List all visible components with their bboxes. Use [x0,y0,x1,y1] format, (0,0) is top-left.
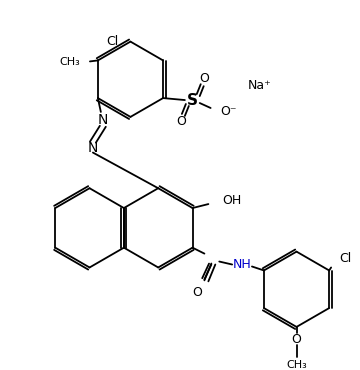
Text: CH₃: CH₃ [59,57,80,67]
Text: O: O [193,286,202,299]
Text: CH₃: CH₃ [286,360,307,370]
Text: N: N [98,113,108,127]
Text: Cl: Cl [339,252,351,265]
Text: O: O [176,115,186,128]
Text: OH: OH [222,194,242,206]
Text: NH: NH [233,258,251,271]
Text: O: O [292,333,301,346]
Text: S: S [187,92,198,108]
Text: O: O [200,72,210,85]
Text: N: N [88,141,98,155]
Text: Cl: Cl [106,35,118,48]
Text: Na⁺: Na⁺ [247,79,271,92]
Text: O⁻: O⁻ [221,105,237,118]
